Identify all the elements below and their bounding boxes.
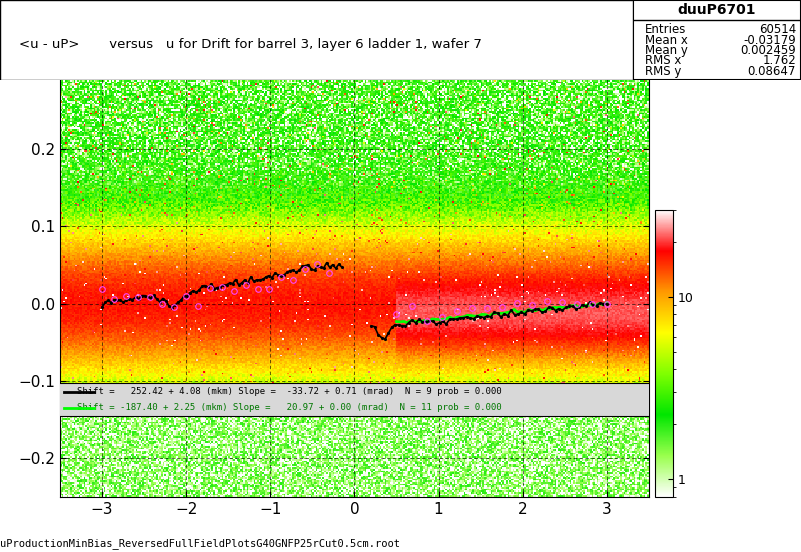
Text: Mean y: Mean y [645,44,687,57]
Text: 60514: 60514 [759,23,796,36]
Bar [60,383,649,416]
Text: Shift = -187.40 + 2.25 (mkm) Slope =   20.97 + 0.00 (mrad)  N = 11 prob = 0.000: Shift = -187.40 + 2.25 (mkm) Slope = 20.… [77,404,501,412]
Text: 1.762: 1.762 [763,54,796,67]
Text: RMS x: RMS x [645,54,681,67]
Text: 0.08647: 0.08647 [747,65,796,78]
Text: uProductionMinBias_ReversedFullFieldPlotsG40GNFP25rCut0.5cm.root: uProductionMinBias_ReversedFullFieldPlot… [0,538,400,549]
Text: Shift =   252.42 + 4.08 (mkm) Slope =  -33.72 + 0.71 (mrad)  N = 9 prob = 0.000: Shift = 252.42 + 4.08 (mkm) Slope = -33.… [77,387,501,396]
Text: Mean x: Mean x [645,34,687,46]
Text: -0.03179: -0.03179 [743,34,796,46]
Text: duuP6701: duuP6701 [678,3,756,17]
Text: 0.002459: 0.002459 [740,44,796,57]
Text: <u - uP>       versus   u for Drift for barrel 3, layer 6 ladder 1, wafer 7: <u - uP> versus u for Drift for barrel 3… [19,38,482,51]
Text: Entries: Entries [645,23,686,36]
Text: RMS y: RMS y [645,65,681,78]
